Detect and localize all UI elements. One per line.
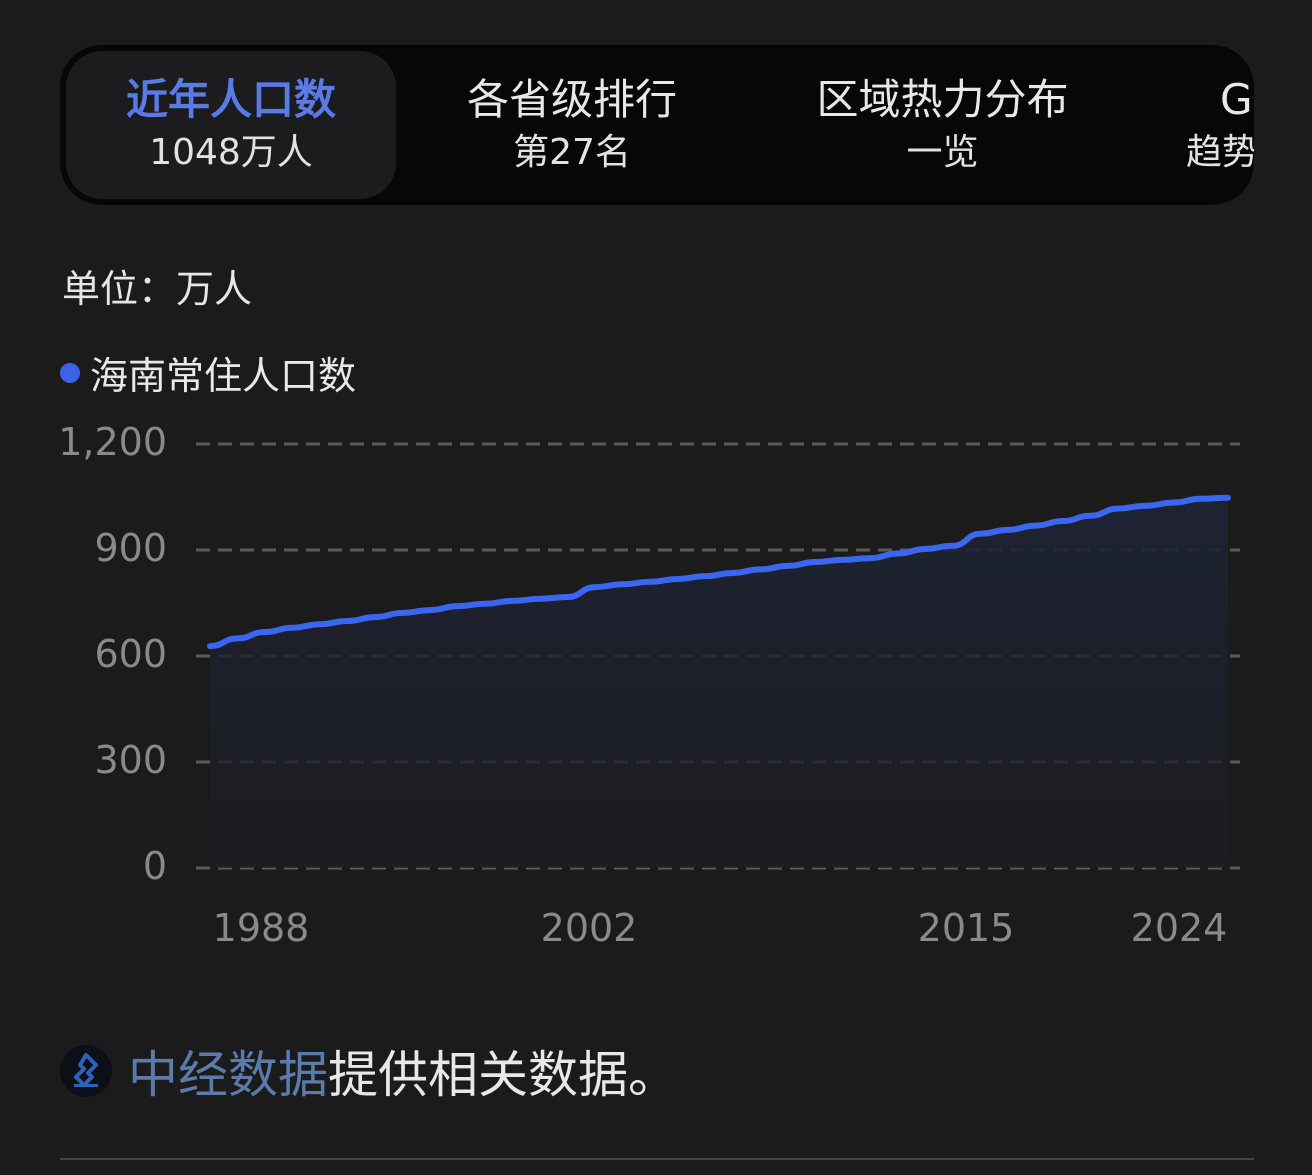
tab-subtitle: 一览: [906, 132, 979, 173]
tab-title: 区域热力分布: [816, 75, 1069, 124]
chart-plot-area: [196, 442, 1240, 870]
x-axis-tick-label: 1988: [212, 906, 310, 950]
legend-label: 海南常住人口数: [90, 354, 357, 398]
tab-title: 近年人口数: [125, 75, 336, 124]
tab-title: 各省级排行: [466, 75, 677, 124]
y-axis-tick-label: 0: [142, 844, 167, 888]
tab-gdp-trend[interactable]: G 趋势: [1182, 51, 1254, 199]
x-axis-tick-label: 2002: [540, 906, 638, 950]
source-link[interactable]: 中经数据: [128, 1046, 328, 1104]
tab-recent-population[interactable]: 近年人口数 1048万人: [66, 51, 396, 199]
y-axis-tick-label: 600: [94, 632, 167, 676]
source-suffix: 提供相关数据。: [328, 1046, 678, 1104]
y-axis-tick-label: 300: [94, 738, 167, 782]
tab-bar: 近年人口数 1048万人 各省级排行 第27名 区域热力分布 一览 G 趋势: [60, 45, 1254, 205]
tab-subtitle: 1048万人: [149, 132, 313, 173]
y-axis-tick-label: 900: [94, 526, 167, 570]
ce-data-logo-icon: [60, 1045, 112, 1097]
unit-label: 单位：万人: [62, 267, 253, 311]
tab-subtitle: 第27名: [513, 132, 631, 173]
tab-regional-heatmap[interactable]: 区域热力分布 一览: [780, 51, 1105, 199]
tab-provincial-ranking[interactable]: 各省级排行 第27名: [422, 51, 722, 199]
divider: [60, 1158, 1254, 1160]
legend-dot-icon: [60, 362, 80, 383]
chart-legend: 海南常住人口数: [60, 345, 356, 400]
tab-subtitle: 趋势: [1186, 132, 1254, 173]
y-axis-tick-label: 1,200: [58, 420, 167, 464]
x-axis-tick-label: 2024: [1130, 906, 1228, 950]
x-axis-tick-label: 2015: [917, 906, 1015, 950]
data-source-footer: 中经数据 提供相关数据。: [60, 1035, 678, 1107]
population-line-chart: 0 300 600 900 1,200 1988 2002 2015 2024: [0, 400, 1312, 1000]
tab-title: G: [1220, 75, 1253, 124]
